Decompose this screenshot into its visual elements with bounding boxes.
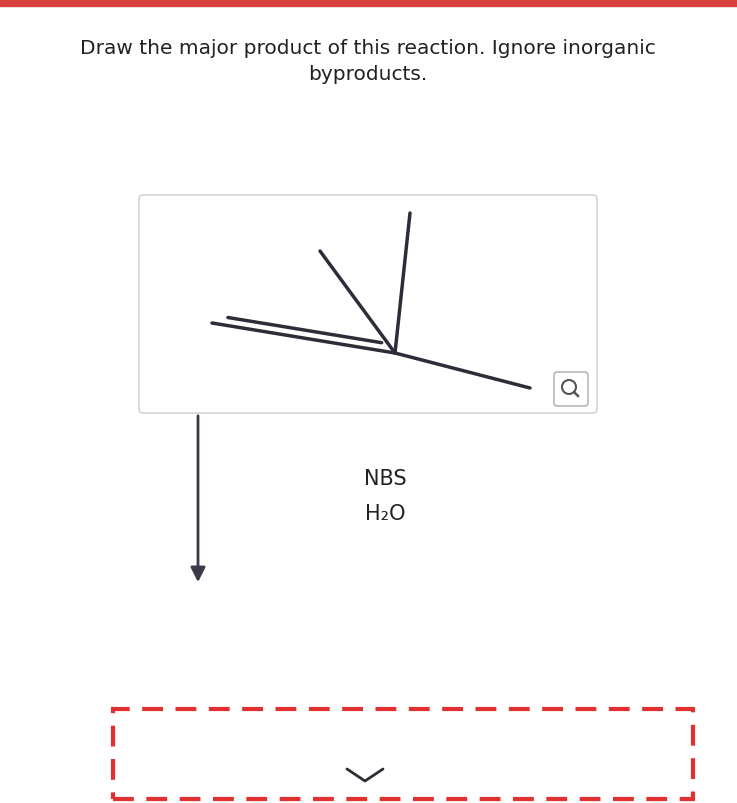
FancyBboxPatch shape bbox=[113, 709, 693, 799]
Text: NBS: NBS bbox=[363, 468, 406, 488]
FancyBboxPatch shape bbox=[554, 373, 588, 406]
Text: H₂O: H₂O bbox=[365, 503, 405, 524]
Bar bbox=[0, 0, 737, 7]
Text: byproducts.: byproducts. bbox=[308, 64, 427, 84]
Text: Draw the major product of this reaction. Ignore inorganic: Draw the major product of this reaction.… bbox=[80, 39, 656, 59]
FancyBboxPatch shape bbox=[139, 196, 597, 414]
